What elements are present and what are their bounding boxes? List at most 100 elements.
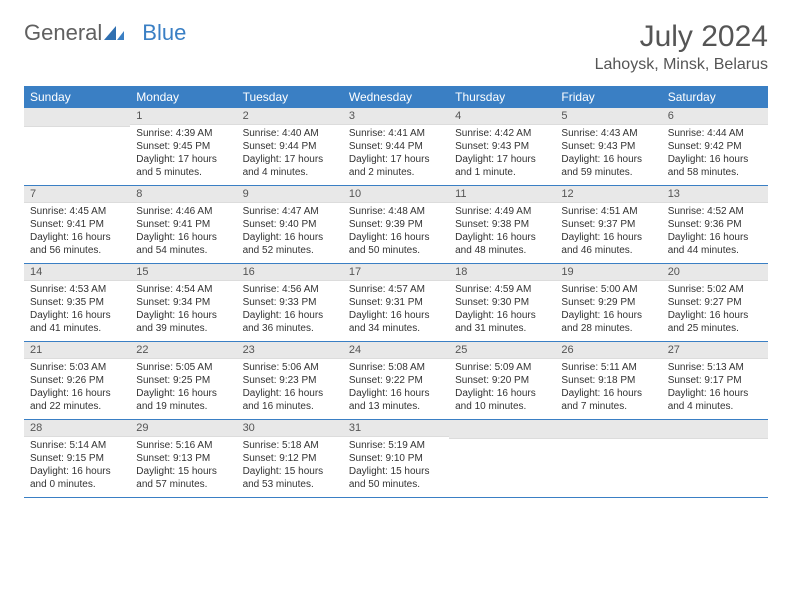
sunrise-text: Sunrise: 4:46 AM xyxy=(136,205,230,218)
sunrise-text: Sunrise: 5:13 AM xyxy=(668,361,762,374)
cell-body: Sunrise: 4:41 AMSunset: 9:44 PMDaylight:… xyxy=(343,125,449,185)
sunrise-text: Sunrise: 4:54 AM xyxy=(136,283,230,296)
cell-body: Sunrise: 4:57 AMSunset: 9:31 PMDaylight:… xyxy=(343,281,449,341)
day-number: 26 xyxy=(555,342,661,359)
day-number: 4 xyxy=(449,108,555,125)
calendar-cell: 4Sunrise: 4:42 AMSunset: 9:43 PMDaylight… xyxy=(449,108,555,186)
weekday-header: Tuesday xyxy=(237,86,343,108)
sail-icon xyxy=(104,26,124,40)
day-number: 10 xyxy=(343,186,449,203)
daylight-text: Daylight: 16 hours and 44 minutes. xyxy=(668,231,762,257)
weekday-header: Friday xyxy=(555,86,661,108)
calendar-cell: 23Sunrise: 5:06 AMSunset: 9:23 PMDayligh… xyxy=(237,342,343,420)
daylight-text: Daylight: 16 hours and 58 minutes. xyxy=(668,153,762,179)
cell-body xyxy=(24,127,130,183)
weekday-header: Wednesday xyxy=(343,86,449,108)
cell-body: Sunrise: 4:47 AMSunset: 9:40 PMDaylight:… xyxy=(237,203,343,263)
daylight-text: Daylight: 16 hours and 7 minutes. xyxy=(561,387,655,413)
sunrise-text: Sunrise: 4:53 AM xyxy=(30,283,124,296)
cell-body: Sunrise: 5:14 AMSunset: 9:15 PMDaylight:… xyxy=(24,437,130,497)
sunrise-text: Sunrise: 4:42 AM xyxy=(455,127,549,140)
sunset-text: Sunset: 9:39 PM xyxy=(349,218,443,231)
month-title: July 2024 xyxy=(595,20,768,54)
sunset-text: Sunset: 9:29 PM xyxy=(561,296,655,309)
calendar-cell: 9Sunrise: 4:47 AMSunset: 9:40 PMDaylight… xyxy=(237,186,343,264)
cell-body: Sunrise: 4:53 AMSunset: 9:35 PMDaylight:… xyxy=(24,281,130,341)
calendar-cell: 30Sunrise: 5:18 AMSunset: 9:12 PMDayligh… xyxy=(237,420,343,498)
day-number: 17 xyxy=(343,264,449,281)
sunset-text: Sunset: 9:41 PM xyxy=(30,218,124,231)
daylight-text: Daylight: 16 hours and 13 minutes. xyxy=(349,387,443,413)
cell-body: Sunrise: 4:44 AMSunset: 9:42 PMDaylight:… xyxy=(662,125,768,185)
cell-body: Sunrise: 5:00 AMSunset: 9:29 PMDaylight:… xyxy=(555,281,661,341)
day-number xyxy=(24,108,130,127)
day-number: 12 xyxy=(555,186,661,203)
cell-body: Sunrise: 4:40 AMSunset: 9:44 PMDaylight:… xyxy=(237,125,343,185)
page-header: General Blue July 2024 Lahoysk, Minsk, B… xyxy=(24,20,768,74)
sunrise-text: Sunrise: 5:14 AM xyxy=(30,439,124,452)
sunrise-text: Sunrise: 5:05 AM xyxy=(136,361,230,374)
sunrise-text: Sunrise: 5:08 AM xyxy=(349,361,443,374)
cell-body: Sunrise: 4:39 AMSunset: 9:45 PMDaylight:… xyxy=(130,125,236,185)
cell-body xyxy=(449,439,555,495)
cell-body: Sunrise: 4:45 AMSunset: 9:41 PMDaylight:… xyxy=(24,203,130,263)
daylight-text: Daylight: 16 hours and 31 minutes. xyxy=(455,309,549,335)
daylight-text: Daylight: 16 hours and 54 minutes. xyxy=(136,231,230,257)
day-number: 11 xyxy=(449,186,555,203)
sunset-text: Sunset: 9:31 PM xyxy=(349,296,443,309)
daylight-text: Daylight: 16 hours and 52 minutes. xyxy=(243,231,337,257)
cell-body: Sunrise: 4:49 AMSunset: 9:38 PMDaylight:… xyxy=(449,203,555,263)
weekday-header-row: SundayMondayTuesdayWednesdayThursdayFrid… xyxy=(24,86,768,108)
cell-body: Sunrise: 4:43 AMSunset: 9:43 PMDaylight:… xyxy=(555,125,661,185)
sunset-text: Sunset: 9:44 PM xyxy=(243,140,337,153)
daylight-text: Daylight: 16 hours and 41 minutes. xyxy=(30,309,124,335)
sunset-text: Sunset: 9:22 PM xyxy=(349,374,443,387)
calendar-cell: 8Sunrise: 4:46 AMSunset: 9:41 PMDaylight… xyxy=(130,186,236,264)
day-number: 2 xyxy=(237,108,343,125)
day-number: 31 xyxy=(343,420,449,437)
sunrise-text: Sunrise: 4:43 AM xyxy=(561,127,655,140)
sunset-text: Sunset: 9:40 PM xyxy=(243,218,337,231)
calendar-cell: 19Sunrise: 5:00 AMSunset: 9:29 PMDayligh… xyxy=(555,264,661,342)
brand-logo: General Blue xyxy=(24,20,186,46)
day-number: 7 xyxy=(24,186,130,203)
daylight-text: Daylight: 17 hours and 4 minutes. xyxy=(243,153,337,179)
sunrise-text: Sunrise: 4:48 AM xyxy=(349,205,443,218)
sunset-text: Sunset: 9:12 PM xyxy=(243,452,337,465)
daylight-text: Daylight: 16 hours and 16 minutes. xyxy=(243,387,337,413)
cell-body: Sunrise: 5:18 AMSunset: 9:12 PMDaylight:… xyxy=(237,437,343,497)
calendar-cell: 1Sunrise: 4:39 AMSunset: 9:45 PMDaylight… xyxy=(130,108,236,186)
brand-part1: General xyxy=(24,20,102,46)
calendar-cell: 7Sunrise: 4:45 AMSunset: 9:41 PMDaylight… xyxy=(24,186,130,264)
cell-body: Sunrise: 5:09 AMSunset: 9:20 PMDaylight:… xyxy=(449,359,555,419)
cell-body: Sunrise: 4:42 AMSunset: 9:43 PMDaylight:… xyxy=(449,125,555,185)
weekday-header: Sunday xyxy=(24,86,130,108)
title-block: July 2024 Lahoysk, Minsk, Belarus xyxy=(595,20,768,74)
sunset-text: Sunset: 9:23 PM xyxy=(243,374,337,387)
cell-body: Sunrise: 4:54 AMSunset: 9:34 PMDaylight:… xyxy=(130,281,236,341)
cell-body: Sunrise: 4:48 AMSunset: 9:39 PMDaylight:… xyxy=(343,203,449,263)
sunrise-text: Sunrise: 5:19 AM xyxy=(349,439,443,452)
sunset-text: Sunset: 9:43 PM xyxy=(455,140,549,153)
sunrise-text: Sunrise: 5:09 AM xyxy=(455,361,549,374)
sunrise-text: Sunrise: 4:45 AM xyxy=(30,205,124,218)
calendar-cell: 21Sunrise: 5:03 AMSunset: 9:26 PMDayligh… xyxy=(24,342,130,420)
day-number: 3 xyxy=(343,108,449,125)
sunrise-text: Sunrise: 4:47 AM xyxy=(243,205,337,218)
day-number: 6 xyxy=(662,108,768,125)
sunrise-text: Sunrise: 4:52 AM xyxy=(668,205,762,218)
day-number: 15 xyxy=(130,264,236,281)
day-number xyxy=(555,420,661,439)
cell-body: Sunrise: 4:46 AMSunset: 9:41 PMDaylight:… xyxy=(130,203,236,263)
calendar-week-row: 21Sunrise: 5:03 AMSunset: 9:26 PMDayligh… xyxy=(24,342,768,420)
daylight-text: Daylight: 16 hours and 36 minutes. xyxy=(243,309,337,335)
day-number: 14 xyxy=(24,264,130,281)
calendar-cell xyxy=(555,420,661,498)
day-number: 8 xyxy=(130,186,236,203)
daylight-text: Daylight: 16 hours and 22 minutes. xyxy=(30,387,124,413)
daylight-text: Daylight: 15 hours and 50 minutes. xyxy=(349,465,443,491)
weekday-header: Monday xyxy=(130,86,236,108)
sunrise-text: Sunrise: 4:41 AM xyxy=(349,127,443,140)
daylight-text: Daylight: 16 hours and 48 minutes. xyxy=(455,231,549,257)
calendar-week-row: 1Sunrise: 4:39 AMSunset: 9:45 PMDaylight… xyxy=(24,108,768,186)
